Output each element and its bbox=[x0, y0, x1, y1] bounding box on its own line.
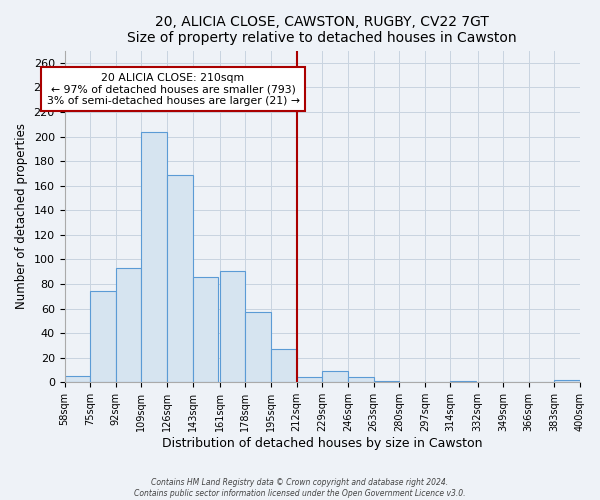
Bar bbox=[271, 349, 296, 382]
Bar bbox=[116, 268, 142, 382]
Bar bbox=[296, 378, 322, 382]
Bar bbox=[554, 380, 580, 382]
Title: 20, ALICIA CLOSE, CAWSTON, RUGBY, CV22 7GT
Size of property relative to detached: 20, ALICIA CLOSE, CAWSTON, RUGBY, CV22 7… bbox=[127, 15, 517, 45]
Bar bbox=[322, 372, 348, 382]
Y-axis label: Number of detached properties: Number of detached properties bbox=[15, 124, 28, 310]
Bar bbox=[193, 276, 218, 382]
Bar bbox=[220, 270, 245, 382]
Bar bbox=[374, 381, 399, 382]
Bar bbox=[451, 381, 476, 382]
Bar bbox=[245, 312, 271, 382]
Bar bbox=[167, 174, 193, 382]
Text: 20 ALICIA CLOSE: 210sqm
← 97% of detached houses are smaller (793)
3% of semi-de: 20 ALICIA CLOSE: 210sqm ← 97% of detache… bbox=[47, 72, 299, 106]
Bar bbox=[65, 376, 90, 382]
Text: Contains HM Land Registry data © Crown copyright and database right 2024.
Contai: Contains HM Land Registry data © Crown c… bbox=[134, 478, 466, 498]
Bar bbox=[90, 292, 116, 382]
Bar bbox=[348, 378, 374, 382]
Bar bbox=[142, 132, 167, 382]
X-axis label: Distribution of detached houses by size in Cawston: Distribution of detached houses by size … bbox=[162, 437, 482, 450]
